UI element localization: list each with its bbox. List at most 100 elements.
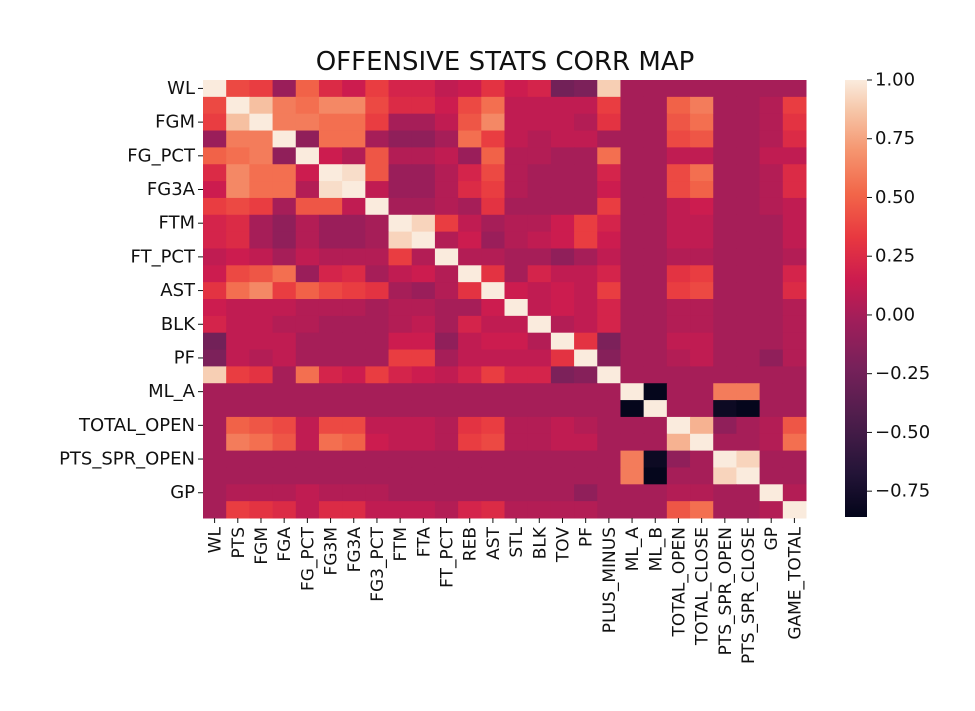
heatmap-cell bbox=[736, 80, 761, 98]
heatmap-cell bbox=[550, 181, 575, 199]
heatmap-cell bbox=[318, 484, 343, 502]
x-tick-label: GAME_TOTAL bbox=[785, 526, 805, 639]
colorbar-tick-label: −0.75 bbox=[875, 481, 930, 502]
heatmap-cell bbox=[388, 80, 413, 98]
heatmap-cell bbox=[713, 383, 737, 401]
heatmap-cell bbox=[411, 248, 436, 266]
heatmap-cell bbox=[365, 164, 390, 182]
heatmap-cell bbox=[203, 383, 227, 401]
heatmap-cell bbox=[504, 450, 529, 468]
heatmap-cell bbox=[249, 181, 274, 199]
heatmap-cell bbox=[690, 484, 714, 502]
x-tick-label: FG3_PCT bbox=[368, 526, 388, 601]
heatmap-cell bbox=[620, 147, 645, 165]
heatmap-cell bbox=[782, 450, 807, 468]
heatmap-cell bbox=[411, 349, 436, 367]
heatmap-cell bbox=[643, 282, 668, 300]
heatmap-cell bbox=[342, 248, 366, 266]
heatmap-cell bbox=[411, 299, 436, 317]
heatmap-cell bbox=[411, 416, 436, 435]
heatmap-cell bbox=[713, 315, 737, 334]
heatmap-cell bbox=[203, 366, 227, 384]
heatmap-cell bbox=[481, 416, 505, 435]
heatmap-cell bbox=[666, 197, 691, 216]
heatmap-cell bbox=[782, 315, 807, 334]
heatmap-cell bbox=[434, 231, 459, 249]
heatmap-cell bbox=[203, 164, 227, 182]
heatmap-cell bbox=[690, 433, 714, 452]
heatmap-cell bbox=[643, 383, 668, 401]
heatmap-cell bbox=[504, 113, 529, 132]
heatmap-cell bbox=[690, 181, 714, 199]
heatmap-cell bbox=[272, 197, 297, 216]
heatmap-cell bbox=[643, 113, 668, 132]
heatmap-cell bbox=[203, 416, 227, 435]
heatmap-cell bbox=[434, 315, 459, 334]
heatmap-cell bbox=[782, 214, 807, 233]
heatmap-cell bbox=[527, 80, 552, 98]
heatmap-cell bbox=[458, 96, 482, 115]
heatmap-cell bbox=[550, 113, 575, 132]
heatmap-cell bbox=[411, 96, 436, 115]
heatmap-cell bbox=[249, 147, 274, 165]
heatmap-cell bbox=[597, 214, 621, 233]
heatmap-cell bbox=[597, 332, 621, 351]
x-tick-label: STL bbox=[507, 526, 527, 557]
heatmap-cell bbox=[481, 197, 505, 216]
heatmap-cell bbox=[272, 248, 297, 266]
heatmap-cell bbox=[759, 164, 784, 182]
heatmap-cell bbox=[226, 366, 250, 384]
heatmap-cell bbox=[272, 400, 297, 418]
heatmap-cell bbox=[272, 450, 297, 468]
heatmap-cell bbox=[226, 197, 250, 216]
heatmap-cell bbox=[527, 450, 552, 468]
heatmap-cell bbox=[388, 400, 413, 418]
heatmap-cell bbox=[295, 113, 320, 132]
heatmap-cell bbox=[527, 501, 552, 519]
heatmap-cell bbox=[272, 113, 297, 132]
heatmap-cell bbox=[388, 197, 413, 216]
heatmap-cell bbox=[203, 349, 227, 367]
heatmap-cell bbox=[690, 282, 714, 300]
x-tick-label: AST bbox=[484, 526, 504, 559]
heatmap-cell bbox=[272, 416, 297, 435]
heatmap-cell bbox=[203, 248, 227, 266]
heatmap-cell bbox=[597, 366, 621, 384]
heatmap-cell bbox=[434, 248, 459, 266]
heatmap-cell bbox=[620, 416, 645, 435]
heatmap-cell bbox=[249, 416, 274, 435]
heatmap-cell bbox=[295, 130, 320, 148]
heatmap-cell bbox=[550, 248, 575, 266]
x-tick-label: WL bbox=[206, 526, 226, 553]
heatmap-cell bbox=[759, 349, 784, 367]
heatmap-cell bbox=[481, 299, 505, 317]
heatmap-cell bbox=[342, 416, 366, 435]
heatmap-cell bbox=[550, 467, 575, 485]
heatmap-cell bbox=[411, 433, 436, 452]
heatmap-cell bbox=[504, 501, 529, 519]
heatmap-cell bbox=[782, 467, 807, 485]
heatmap-cell bbox=[388, 214, 413, 233]
heatmap-cell bbox=[365, 231, 390, 249]
heatmap-cell bbox=[272, 299, 297, 317]
heatmap-cell bbox=[620, 282, 645, 300]
x-tick-label: TOTAL_OPEN bbox=[669, 527, 689, 638]
heatmap-cell bbox=[318, 299, 343, 317]
heatmap-cell bbox=[620, 80, 645, 98]
heatmap-cell bbox=[272, 265, 297, 283]
heatmap-cell bbox=[620, 349, 645, 367]
heatmap-cell bbox=[388, 299, 413, 317]
heatmap-cell bbox=[388, 181, 413, 199]
heatmap-cell bbox=[318, 231, 343, 249]
heatmap-cell bbox=[318, 332, 343, 351]
heatmap-cell bbox=[782, 248, 807, 266]
heatmap-cell bbox=[643, 231, 668, 249]
heatmap-cell bbox=[759, 366, 784, 384]
heatmap-cell bbox=[504, 349, 529, 367]
heatmap-cell bbox=[481, 383, 505, 401]
heatmap-cell bbox=[759, 265, 784, 283]
heatmap-cell bbox=[411, 501, 436, 519]
y-tick-label: WL bbox=[167, 78, 195, 99]
heatmap-cell bbox=[643, 400, 668, 418]
heatmap-cell bbox=[249, 214, 274, 233]
